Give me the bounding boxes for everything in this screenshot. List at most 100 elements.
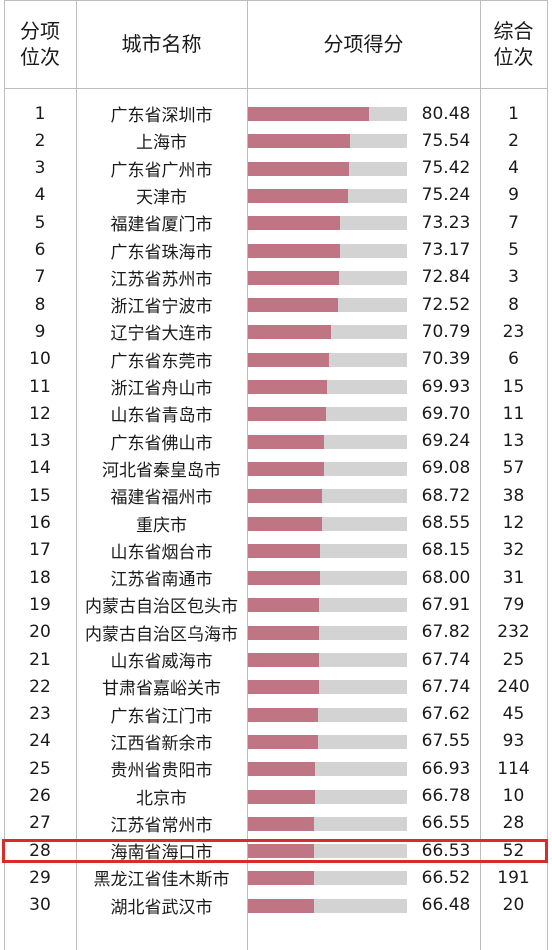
grid-line — [76, 0, 77, 950]
sub-rank-cell: 11 — [29, 376, 51, 397]
score-bar — [248, 134, 350, 149]
overall-rank-cell: 38 — [502, 485, 525, 506]
overall-rank-cell: 93 — [502, 731, 525, 752]
table-row: 15 福建省福州市 68.72 38 — [4, 482, 548, 509]
sub-rank-cell: 4 — [34, 185, 46, 206]
score-value: 75.42 — [421, 158, 471, 179]
score-bar-track — [248, 107, 407, 121]
score-value: 67.74 — [421, 676, 471, 697]
score-value: 68.00 — [421, 567, 471, 588]
city-name-cell: 辽宁省大连市 — [110, 324, 213, 345]
score-bar — [248, 161, 350, 176]
table-row: 21 山东省威海市 67.74 25 — [4, 646, 548, 673]
table-row: 14 河北省秦皇岛市 69.08 57 — [4, 455, 548, 482]
score-bar-track — [248, 216, 407, 231]
score-bar-track — [248, 188, 407, 203]
table-row: 24 江西省新余市 67.55 93 — [4, 728, 548, 755]
city-name-cell: 广东省珠海市 — [110, 242, 213, 263]
overall-rank-cell: 114 — [497, 758, 530, 779]
table-row: 29 黑龙江省佳木斯市 66.52 191 — [4, 864, 548, 891]
city-name-cell: 甘肃省嘉峪关市 — [102, 679, 221, 700]
score-value: 73.17 — [421, 240, 471, 260]
city-name-cell: 重庆市 — [136, 515, 187, 536]
city-name-cell: 广东省佛山市 — [110, 433, 213, 454]
city-name-cell: 广东省深圳市 — [110, 106, 213, 126]
sub-rank-cell: 7 — [34, 267, 46, 288]
table-row: 30 湖北省武汉市 66.48 20 — [4, 892, 548, 919]
city-name-cell: 海南省海口市 — [110, 843, 213, 864]
score-bar-track — [248, 734, 407, 749]
city-name-cell: 黑龙江省佳木斯市 — [93, 870, 230, 891]
table-row: 3 广东省广州市 75.42 4 — [4, 155, 548, 182]
sub-rank-cell: 12 — [29, 403, 51, 424]
table-row: 28 海南省海口市 66.53 52 — [4, 837, 548, 864]
score-value: 66.52 — [421, 867, 471, 888]
score-value: 73.23 — [421, 212, 471, 233]
table-row: 22 甘肃省嘉峪关市 67.74 240 — [4, 673, 548, 700]
score-value: 70.39 — [421, 349, 471, 370]
score-value: 67.55 — [421, 731, 471, 752]
overall-rank-cell: 3 — [508, 267, 519, 288]
header-sub-rank: 分项 位次 — [4, 0, 76, 88]
city-name-cell: 福建省厦门市 — [110, 215, 213, 236]
score-bar — [248, 816, 314, 831]
score-bar — [248, 844, 314, 859]
score-value: 68.72 — [421, 485, 471, 506]
score-bar-track — [248, 407, 407, 422]
city-name-cell: 天津市 — [136, 187, 187, 208]
sub-rank-cell: 1 — [34, 103, 46, 124]
table-row: 17 山东省烟台市 68.15 32 — [4, 537, 548, 564]
sub-rank-cell: 29 — [29, 867, 51, 888]
overall-rank-cell: 12 — [502, 513, 525, 533]
table-header: 分项 位次 城市名称 分项得分 综合 位次 — [4, 0, 548, 88]
grid-line — [547, 0, 548, 950]
score-value: 68.55 — [421, 513, 471, 533]
table-row: 20 内蒙古自治区乌海市 67.82 232 — [4, 619, 548, 646]
score-bar-track — [248, 380, 407, 394]
score-bar-track — [248, 325, 407, 340]
score-bar-track — [248, 298, 407, 313]
score-value: 72.52 — [421, 294, 471, 315]
score-value: 67.91 — [421, 594, 471, 615]
score-bar-track — [248, 653, 407, 667]
score-bar — [248, 188, 349, 203]
table-row: 5 福建省厦门市 73.23 7 — [4, 209, 548, 236]
overall-rank-cell: 23 — [502, 321, 525, 342]
city-name-cell: 江苏省常州市 — [110, 815, 213, 836]
score-value: 69.93 — [421, 376, 471, 397]
score-bar-track — [248, 134, 407, 149]
overall-rank-cell: 52 — [502, 840, 525, 861]
score-bar-track — [248, 161, 407, 176]
score-value: 66.78 — [421, 786, 471, 806]
score-bar — [248, 270, 339, 285]
score-bar — [248, 871, 314, 886]
sub-rank-cell: 27 — [29, 813, 51, 834]
grid-line — [4, 88, 548, 89]
table-row: 9 辽宁省大连市 70.79 23 — [4, 318, 548, 345]
score-bar — [248, 571, 320, 586]
score-bar — [248, 489, 323, 504]
sub-rank-cell: 24 — [29, 731, 51, 752]
overall-rank-cell: 2 — [508, 130, 519, 151]
score-bar-track — [248, 816, 407, 831]
score-value: 66.93 — [421, 758, 471, 779]
overall-rank-cell: 191 — [497, 867, 530, 888]
city-name-cell: 广东省广州市 — [110, 160, 213, 181]
sub-rank-cell: 26 — [29, 786, 51, 806]
table-row: 26 北京市 66.78 10 — [4, 783, 548, 810]
score-bar — [248, 352, 330, 367]
score-value: 66.48 — [421, 895, 471, 916]
sub-rank-cell: 28 — [29, 840, 51, 861]
sub-rank-cell: 9 — [34, 321, 46, 342]
score-bar-track — [248, 789, 407, 804]
city-name-cell: 山东省威海市 — [110, 652, 213, 672]
overall-rank-cell: 25 — [502, 649, 525, 670]
score-bar — [248, 516, 322, 531]
overall-rank-cell: 13 — [502, 431, 525, 452]
score-bar — [248, 325, 331, 340]
overall-rank-cell: 15 — [502, 376, 525, 397]
score-bar-track — [248, 680, 407, 695]
header-text: 分项得分 — [323, 32, 404, 56]
score-bar — [248, 380, 328, 394]
